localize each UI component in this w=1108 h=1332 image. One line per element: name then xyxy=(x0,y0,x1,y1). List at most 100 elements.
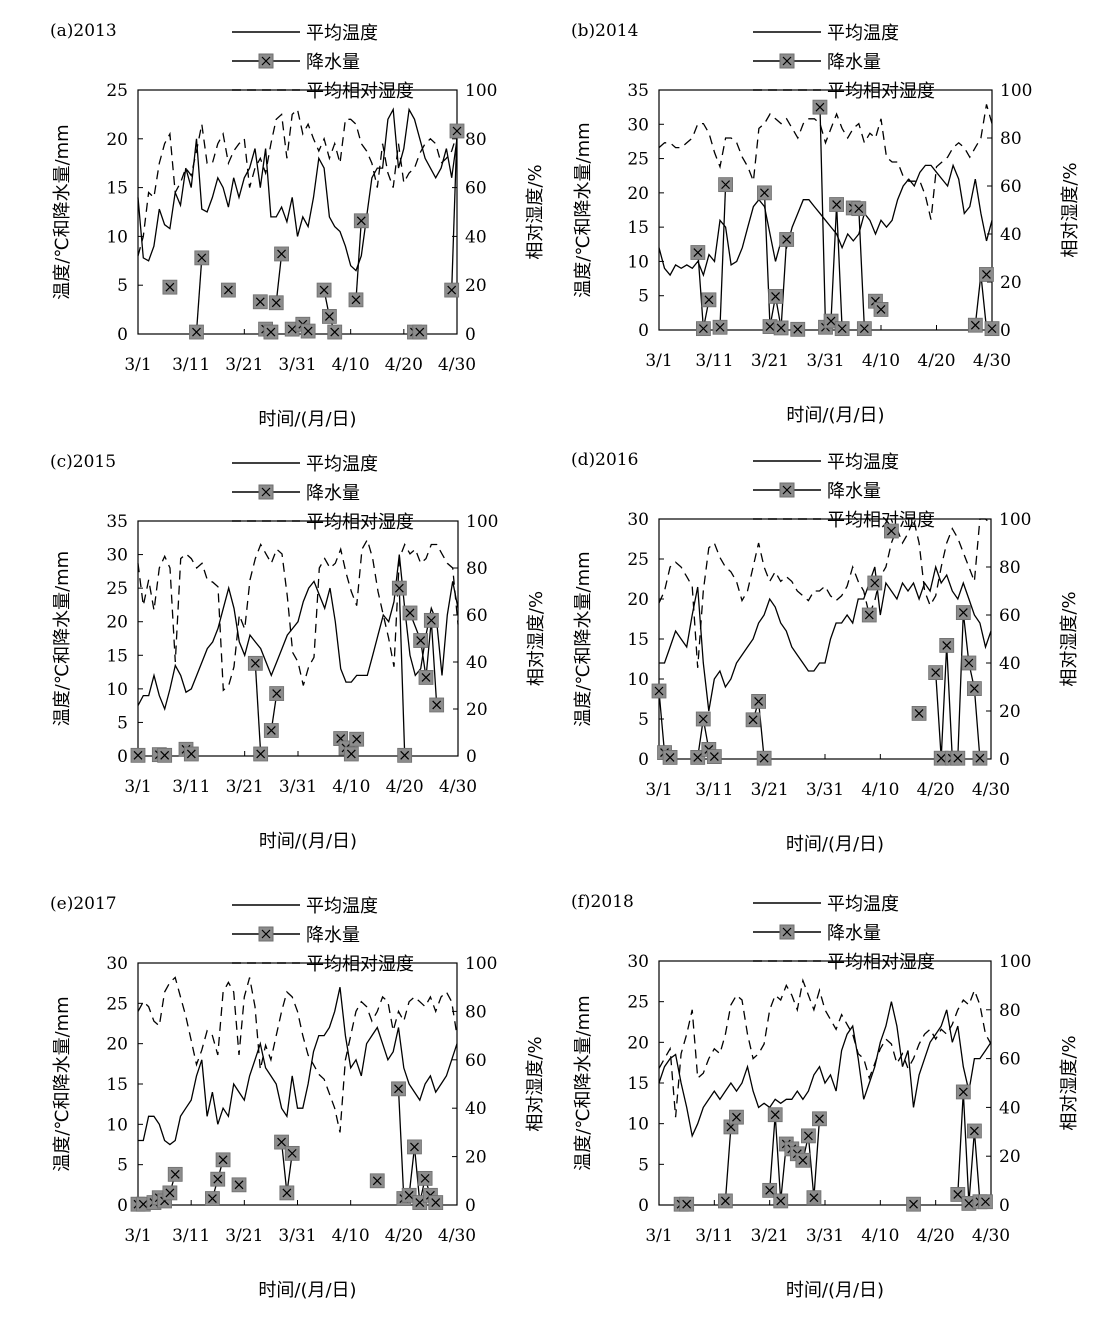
x-tick-label: 3/31 xyxy=(278,1226,316,1246)
x-tick-label: 3/21 xyxy=(226,777,264,797)
left-tick-label: 10 xyxy=(106,680,128,700)
left-tick-label: 25 xyxy=(106,579,128,599)
precipitation-point xyxy=(939,638,955,653)
x-tick-label: 3/21 xyxy=(751,780,789,800)
right-tick-label: 80 xyxy=(999,1001,1021,1021)
precipitation-point xyxy=(130,747,146,763)
precip-marker-x xyxy=(958,1087,968,1097)
right-tick-label: 80 xyxy=(999,558,1021,578)
legend-label-humidity: 平均相对湿度 xyxy=(827,952,935,973)
x-tick-label: 4/10 xyxy=(861,1226,899,1246)
right-axis-title: 相对湿度/% xyxy=(526,591,547,686)
x-axis-title: 时间/(月/日) xyxy=(786,834,884,855)
x-tick-label: 3/11 xyxy=(695,351,733,371)
right-axis-title: 相对湿度/% xyxy=(525,164,546,259)
x-tick-label: 4/30 xyxy=(438,1226,476,1246)
legend-label-temp: 平均温度 xyxy=(306,454,378,475)
precipitation-point xyxy=(269,686,285,701)
precipitation-segment xyxy=(451,130,458,291)
legend-label-temp: 平均温度 xyxy=(306,23,378,44)
precipitation-point xyxy=(662,750,678,765)
precipitation-point xyxy=(806,1190,822,1206)
humidity-series-line xyxy=(658,104,993,220)
x-axis-title: 时间/(月/日) xyxy=(786,1280,884,1301)
precip-marker-x xyxy=(886,526,896,536)
panel-label: (c)2015 xyxy=(50,452,116,472)
left-tick-label: 15 xyxy=(627,218,649,238)
precip-marker-x xyxy=(754,696,764,706)
precip-marker-x xyxy=(138,1199,148,1209)
left-tick-label: 30 xyxy=(627,115,649,135)
left-tick-label: 25 xyxy=(627,550,649,570)
right-tick-label: 100 xyxy=(465,81,497,101)
precip-marker-x xyxy=(394,583,404,593)
precip-marker-x xyxy=(970,320,980,330)
legend-label-precip: 降水量 xyxy=(306,483,360,504)
precipitation-point xyxy=(167,1166,183,1182)
precip-marker-x xyxy=(704,295,714,305)
precipitation-point xyxy=(967,317,983,333)
precipitation-segment xyxy=(195,257,203,333)
left-tick-label: 25 xyxy=(627,150,649,170)
left-tick-label: 20 xyxy=(627,184,649,204)
precip-marker-x xyxy=(876,305,886,314)
precipitation-point xyxy=(762,319,778,334)
right-tick-label: 60 xyxy=(999,606,1021,626)
legend-label-humidity: 平均相对湿度 xyxy=(306,81,414,102)
precipitation-point xyxy=(823,313,839,329)
precip-marker-x xyxy=(420,1173,430,1183)
precipitation-point xyxy=(979,267,994,282)
x-tick-label: 3/21 xyxy=(751,1226,789,1246)
precipitation-point xyxy=(701,292,717,308)
precipitation-point xyxy=(215,1152,231,1168)
legend-label-temp: 平均温度 xyxy=(827,452,899,473)
right-axis-title: 相对湿度/% xyxy=(525,1036,546,1131)
precip-marker-x xyxy=(271,298,281,308)
precip-marker-x xyxy=(431,1198,441,1208)
precip-marker-x xyxy=(909,1199,918,1209)
right-tick-label: 20 xyxy=(466,700,488,720)
precipitation-point xyxy=(873,302,889,317)
precipitation-point xyxy=(247,655,263,671)
precipitation-point xyxy=(412,324,428,340)
precip-marker-x xyxy=(654,686,664,696)
temperature-series-line xyxy=(138,987,458,1146)
precip-marker-x xyxy=(770,1110,780,1120)
precip-marker-x xyxy=(324,312,334,321)
precip-marker-x xyxy=(400,750,410,760)
left-tick-label: 20 xyxy=(106,1035,128,1055)
right-tick-label: 80 xyxy=(1000,129,1022,149)
precip-marker-x xyxy=(721,180,731,190)
x-tick-label: 4/30 xyxy=(972,1226,1010,1246)
right-tick-label: 100 xyxy=(999,510,1031,530)
x-axis-title: 时间/(月/日) xyxy=(258,1280,356,1301)
precip-marker-x xyxy=(964,1198,974,1208)
precip-marker-x xyxy=(953,753,963,763)
precip-marker-x xyxy=(776,323,786,333)
left-tick-label: 10 xyxy=(627,1115,649,1135)
precipitation-point xyxy=(768,288,783,304)
x-axis-title: 时间/(月/日) xyxy=(259,831,357,852)
precip-marker-x xyxy=(709,752,719,762)
left-tick-label: 5 xyxy=(638,287,649,307)
precipitation-point xyxy=(950,750,966,766)
precip-marker-x xyxy=(255,297,265,307)
precip-marker-x xyxy=(165,1188,175,1198)
x-tick-label: 3/31 xyxy=(806,351,844,371)
precipitation-point xyxy=(263,723,279,738)
precipitation-point xyxy=(268,295,284,311)
precip-marker-x xyxy=(859,324,869,334)
precipitation-point xyxy=(795,1152,811,1168)
precip-marker-x xyxy=(277,1137,286,1147)
right-tick-label: 60 xyxy=(1000,177,1022,197)
precipitation-segment xyxy=(398,588,406,756)
precipitation-point xyxy=(274,1134,289,1150)
precip-marker-x xyxy=(815,102,825,112)
precip-marker-x xyxy=(942,640,952,650)
precipitation-point xyxy=(779,232,795,247)
precipitation-point xyxy=(423,612,439,628)
precip-marker-x xyxy=(969,1126,979,1136)
precipitation-point xyxy=(856,321,872,337)
right-tick-label: 20 xyxy=(1000,273,1022,293)
precipitation-point xyxy=(984,321,1000,337)
